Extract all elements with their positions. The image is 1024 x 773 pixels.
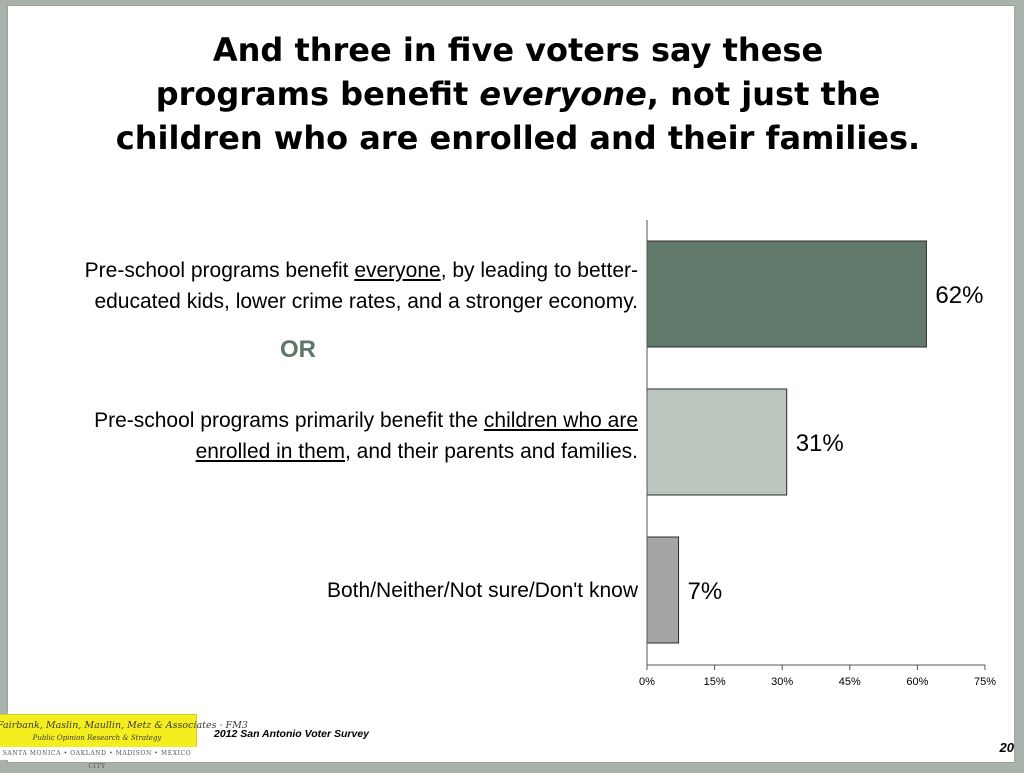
category-label-unsure: Both/Neither/Not sure/Don't know (38, 575, 638, 606)
page-number: 20 (999, 740, 1014, 755)
category-label-underline: everyone (354, 259, 441, 282)
bar-chart: 62% 31% 7% 0% 15% 30% 45% 60% 75% (639, 220, 996, 688)
data-label-1: 31% (796, 430, 844, 457)
logo-tagline: Public Opinion Research & Strategy (32, 734, 162, 742)
x-tick-label-0: 0% (639, 676, 655, 688)
title-line-2-start: programs benefit (155, 75, 480, 113)
category-label-text: Pre-school programs primarily benefit th… (94, 409, 484, 432)
category-label-everyone: Pre-school programs benefit everyone, by… (38, 255, 638, 317)
x-tick-label-2: 30% (771, 676, 793, 688)
category-label-underline: children who are enrolled in them (195, 409, 638, 463)
title-emphasis: everyone (479, 75, 647, 113)
slide: And three in five voters say these progr… (8, 6, 1014, 762)
source-note: 2012 San Antonio Voter Survey (214, 728, 370, 740)
slide-title: And three in five voters say these progr… (48, 28, 988, 160)
title-line-2-end: , not just the (646, 75, 881, 113)
logo-cities: SANTA MONICA • OAKLAND • MADISON • MEXIC… (0, 747, 197, 770)
x-tick-label-5: 75% (974, 676, 996, 688)
data-label-2: 7% (688, 578, 723, 605)
x-tick-label-3: 45% (839, 676, 861, 688)
bar-0 (646, 240, 927, 348)
category-label-text: Pre-school programs benefit (84, 259, 355, 282)
title-line-1: And three in five voters say these (212, 31, 824, 69)
category-label-text: Both/Neither/Not sure/Don't know (327, 579, 638, 602)
title-line-2: programs benefit everyone, not just the (48, 72, 988, 116)
category-label-text: , by leading to better-educated kids, lo… (94, 259, 638, 313)
logo-name: Fairbank, Maslin, Maullin, Metz & Associ… (0, 720, 248, 731)
bar-1 (646, 388, 788, 496)
company-logo: Fairbank, Maslin, Maullin, Metz & Associ… (0, 714, 248, 770)
title-line-3: children who are enrolled and their fami… (115, 119, 921, 157)
or-label: OR (280, 336, 316, 363)
x-tick-label-4: 60% (906, 676, 928, 688)
bar-2 (646, 536, 680, 644)
x-tick-label-1: 15% (704, 676, 726, 688)
category-label-text: , and their parents and families. (345, 440, 638, 463)
category-label-children: Pre-school programs primarily benefit th… (68, 405, 638, 467)
data-label-0: 62% (935, 282, 983, 309)
